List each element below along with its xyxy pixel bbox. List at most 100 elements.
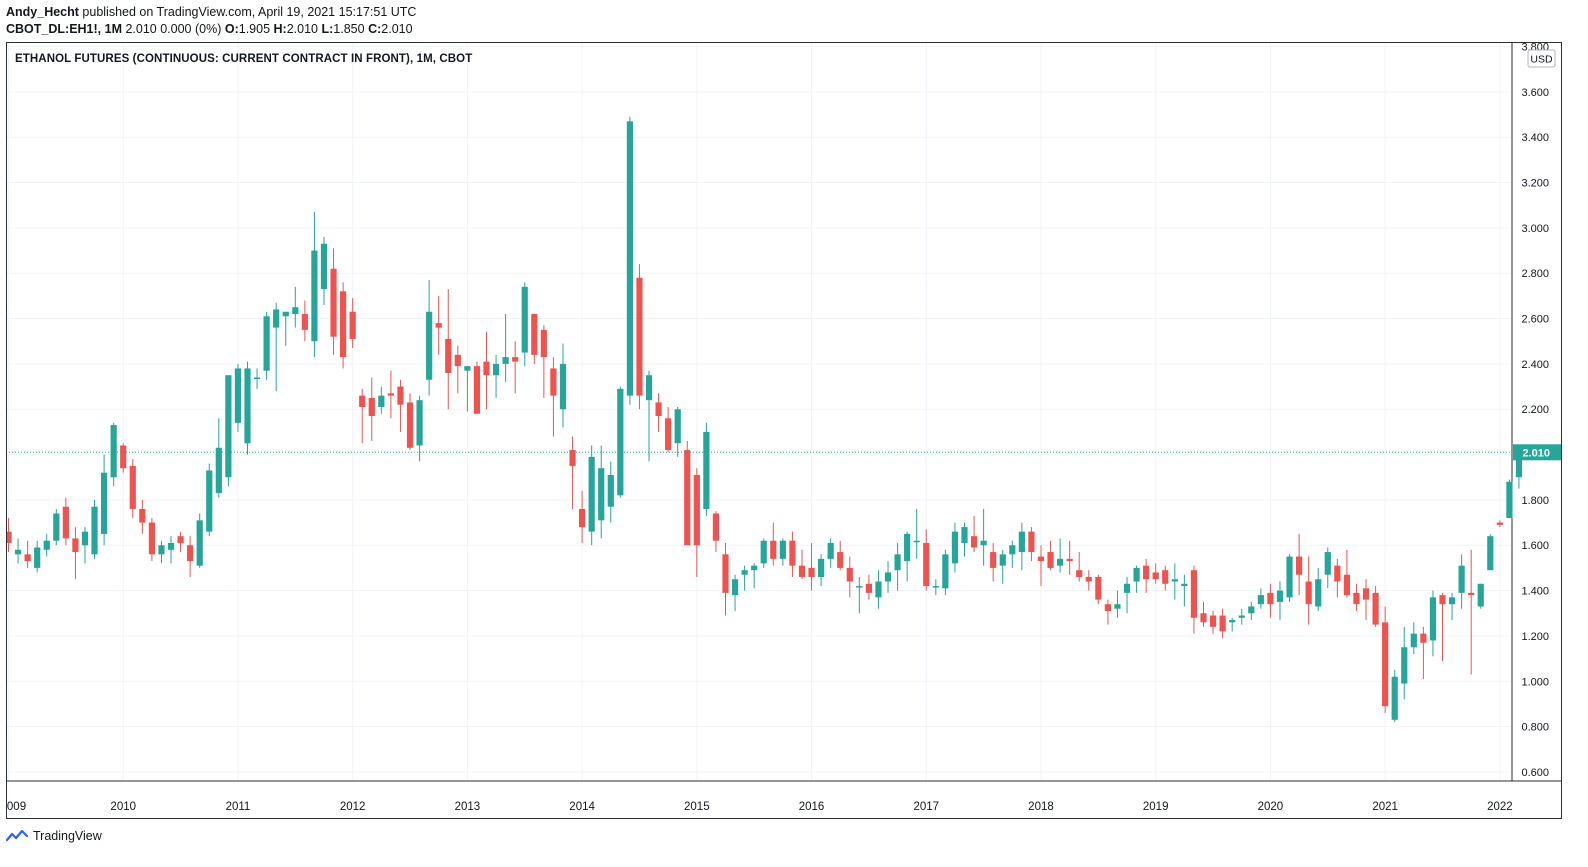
candle-body — [1047, 552, 1054, 568]
candle-body — [359, 395, 366, 407]
candle-body — [1410, 633, 1417, 648]
currency-label: USD — [1530, 54, 1553, 66]
ohlc-open-value: 1.905 — [238, 22, 271, 36]
candle-body — [1496, 522, 1503, 525]
candle-body — [1506, 481, 1513, 519]
x-tick-label: 2010 — [110, 801, 136, 813]
candle-body — [282, 311, 289, 317]
x-tick-label: 2020 — [1258, 801, 1284, 813]
candle-body — [62, 506, 69, 539]
y-tick-label: 0.600 — [1521, 767, 1549, 779]
candle-body — [292, 307, 299, 315]
candle-body — [770, 540, 777, 559]
candle-body — [1382, 622, 1389, 707]
candle-body — [655, 402, 662, 417]
candle-body — [712, 513, 720, 541]
candle-body — [1487, 536, 1494, 571]
candle-body — [1238, 615, 1245, 618]
ohlc-low-value: 1.850 — [333, 22, 365, 36]
price-chart[interactable]: 3.800 3.600 3.400 3.200 3.000 2.800 2.600 2.400… — [6, 42, 1562, 819]
candle-body — [1076, 570, 1083, 577]
candle-body — [1171, 579, 1178, 582]
y-tick-label: 3.400 — [1521, 132, 1549, 144]
candle-body — [1085, 576, 1092, 582]
candle-body — [139, 508, 146, 523]
candle-body — [1162, 570, 1169, 584]
x-tick-label: 009 — [7, 801, 26, 813]
candle-body — [387, 393, 394, 396]
candle-body — [492, 363, 500, 376]
x-tick-label: 2013 — [455, 801, 481, 813]
candle-body — [1209, 615, 1217, 627]
candle-body — [674, 409, 681, 444]
author-name[interactable]: Andy_Hecht — [6, 5, 79, 19]
x-tick-label: 2021 — [1372, 801, 1398, 813]
candle-body — [1315, 579, 1322, 607]
candle-body — [1009, 545, 1016, 555]
candle-body — [1133, 567, 1140, 582]
candle-body — [330, 268, 337, 337]
candle-body — [827, 542, 834, 559]
x-tick-label: 2016 — [799, 801, 825, 813]
y-tick-label: 0.800 — [1521, 722, 1549, 734]
candle-body — [1276, 590, 1284, 602]
candle-body — [1066, 558, 1073, 562]
candle-body — [1458, 565, 1465, 593]
candle-body — [340, 291, 347, 358]
candle-body — [970, 536, 978, 548]
candle-body — [244, 368, 251, 444]
candle-body — [349, 311, 356, 339]
candle-body — [253, 377, 261, 379]
candle-body — [1200, 613, 1207, 623]
symbol-ohlc-line: CBOT_DL:EH1!, 1M 2.010 0.000 (0%) O:1.90… — [6, 22, 413, 36]
candle-body — [225, 375, 232, 478]
candle-body — [789, 540, 796, 566]
y-tick-label: 3.200 — [1521, 178, 1549, 190]
candle-body — [234, 368, 242, 423]
candle-body — [1123, 583, 1131, 593]
candle-body — [1429, 597, 1437, 641]
candle-body — [1248, 606, 1255, 614]
candle-body — [569, 450, 576, 466]
candle-body — [894, 554, 901, 571]
publish-text: published on TradingView.com, April 19, … — [82, 5, 417, 19]
candle-body — [550, 368, 557, 396]
candle-body — [846, 567, 853, 582]
y-tick-label: 3.800 — [1521, 42, 1549, 54]
candle-body — [1439, 595, 1446, 605]
candle-body — [1095, 576, 1102, 600]
candle-body — [923, 542, 930, 587]
candle-body — [378, 395, 385, 407]
y-tick-label: 1.000 — [1521, 676, 1549, 688]
candle-body — [1018, 531, 1025, 553]
candle-body — [626, 121, 633, 396]
candle-body — [1296, 556, 1303, 575]
ohlc-high-label: H: — [273, 22, 287, 36]
candle-body — [598, 468, 605, 521]
x-tick-label: 2015 — [684, 801, 710, 813]
candle-body — [1515, 452, 1523, 478]
currency-badge — [1527, 49, 1556, 68]
y-tick-label: 1.800 — [1521, 495, 1549, 507]
candle-body — [1229, 620, 1236, 623]
candle-body — [808, 567, 815, 577]
candle-body — [904, 533, 911, 562]
candle-body — [1028, 531, 1035, 553]
y-tick-label: 3.600 — [1521, 87, 1549, 99]
candle-body — [1305, 581, 1312, 605]
candle-body — [875, 581, 882, 598]
footer-brand-label: TradingView — [33, 829, 102, 843]
x-tick-label: 2012 — [340, 801, 366, 813]
candle-body — [263, 316, 270, 371]
candle-body — [1420, 633, 1427, 643]
y-tick-label: 1.400 — [1521, 586, 1549, 598]
candle-body — [531, 314, 538, 355]
candle-body — [703, 431, 710, 509]
candle-body — [990, 552, 997, 568]
y-tick-label: 2.600 — [1521, 314, 1549, 326]
candle-body — [693, 474, 700, 546]
x-tick-label: 2017 — [913, 801, 939, 813]
candle-body — [1391, 676, 1398, 720]
candle-body — [818, 558, 825, 577]
footer-brand[interactable]: TradingView — [6, 829, 102, 843]
